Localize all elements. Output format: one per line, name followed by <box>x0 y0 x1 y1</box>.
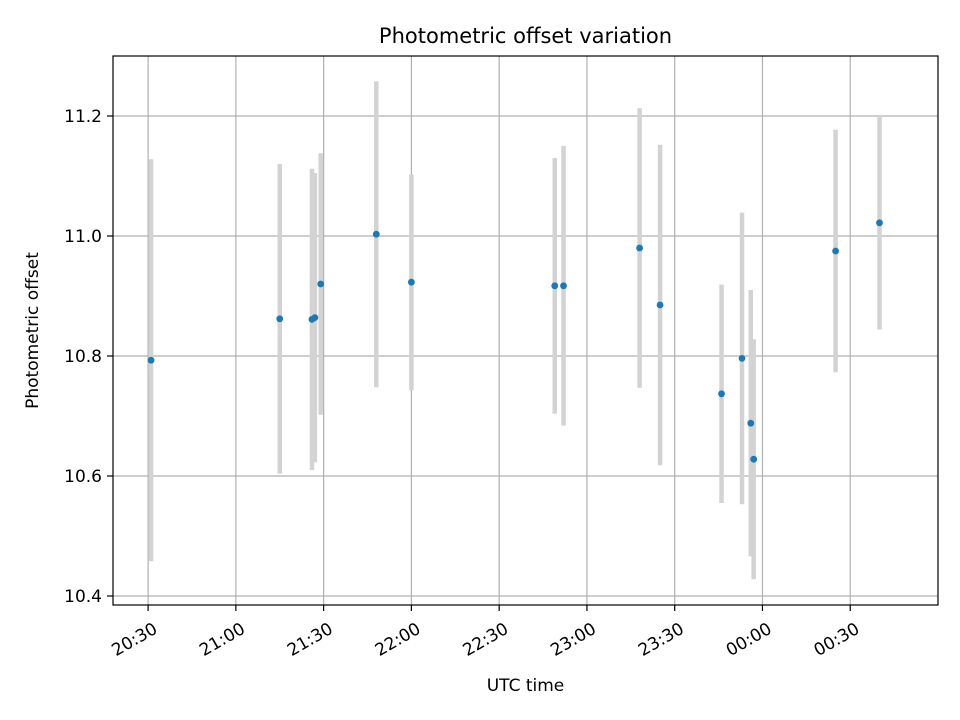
data-point <box>372 230 380 238</box>
plot-frame <box>112 55 939 606</box>
data-point <box>656 301 664 309</box>
y-axis-ticks: 10.4 10.6 10.8 11.0 11.2 <box>64 107 113 607</box>
data-markers <box>147 219 883 463</box>
data-point <box>147 356 155 364</box>
x-axis-label: UTC time <box>487 676 565 696</box>
y-tick-label: 10.8 <box>64 347 102 367</box>
data-point <box>876 219 883 227</box>
grid <box>113 56 938 605</box>
data-point <box>311 314 319 321</box>
data-point <box>317 280 325 288</box>
y-tick-label: 10.4 <box>64 587 102 607</box>
y-axis-label: Photometric offset <box>23 252 43 409</box>
data-point <box>560 282 567 290</box>
data-point <box>750 455 758 463</box>
data-point <box>276 315 284 323</box>
data-point <box>747 419 755 427</box>
y-tick-label: 11.2 <box>64 107 102 127</box>
data-point <box>832 247 840 255</box>
data-point <box>738 355 746 362</box>
data-point <box>636 244 643 252</box>
data-point <box>718 390 725 398</box>
data-point <box>408 278 415 286</box>
data-point <box>551 282 559 290</box>
chart-title: Photometric offset variation <box>379 24 672 48</box>
y-tick-label: 10.6 <box>64 467 102 487</box>
y-tick-label: 11.0 <box>64 227 102 247</box>
